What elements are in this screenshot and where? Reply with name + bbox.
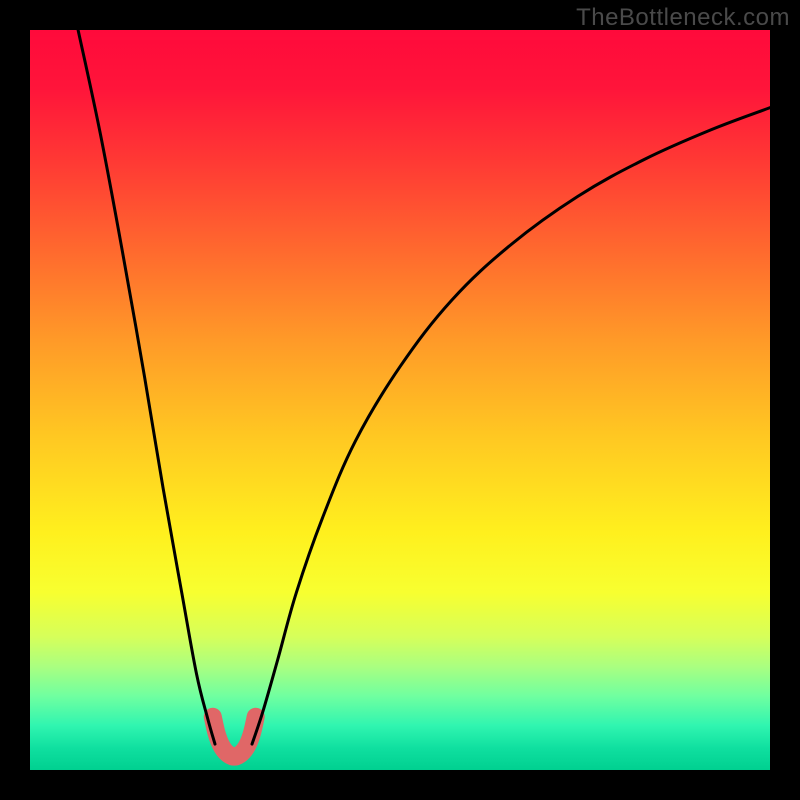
curve-left — [78, 30, 215, 744]
plot-area — [30, 30, 770, 770]
chart-container: TheBottleneck.com — [0, 0, 800, 800]
valley-marker — [213, 717, 256, 757]
watermark-text: TheBottleneck.com — [576, 4, 790, 32]
curves-layer — [30, 30, 770, 770]
curve-right — [252, 108, 770, 744]
